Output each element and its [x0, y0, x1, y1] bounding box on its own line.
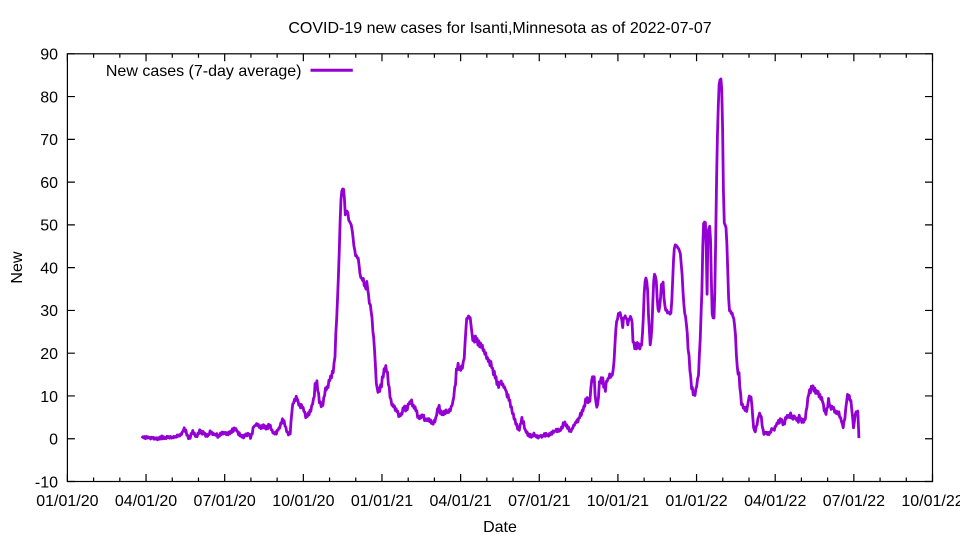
svg-text:04/01/22: 04/01/22 [744, 493, 806, 510]
svg-text:80: 80 [40, 89, 58, 106]
svg-text:90: 90 [40, 47, 58, 64]
svg-text:60: 60 [40, 175, 58, 192]
svg-text:01/01/21: 01/01/21 [351, 493, 413, 510]
svg-text:07/01/20: 07/01/20 [194, 493, 256, 510]
svg-text:10/01/20: 10/01/20 [272, 493, 334, 510]
svg-text:20: 20 [40, 346, 58, 363]
svg-text:70: 70 [40, 132, 58, 149]
svg-text:10: 10 [40, 389, 58, 406]
svg-text:01/01/22: 01/01/22 [665, 493, 727, 510]
svg-text:04/01/21: 04/01/21 [429, 493, 491, 510]
svg-text:50: 50 [40, 218, 58, 235]
svg-text:01/01/20: 01/01/20 [36, 493, 98, 510]
svg-text:-10: -10 [35, 474, 58, 491]
svg-text:40: 40 [40, 260, 58, 277]
svg-text:30: 30 [40, 303, 58, 320]
svg-text:COVID-19 new cases for Isanti,: COVID-19 new cases for Isanti,Minnesota … [288, 20, 711, 37]
svg-text:10/01/22: 10/01/22 [901, 493, 960, 510]
svg-text:New cases (7-day average): New cases (7-day average) [106, 63, 302, 80]
svg-text:07/01/22: 07/01/22 [823, 493, 885, 510]
svg-text:New: New [9, 251, 26, 283]
svg-text:04/01/20: 04/01/20 [115, 493, 177, 510]
svg-text:10/01/21: 10/01/21 [587, 493, 649, 510]
svg-text:07/01/21: 07/01/21 [508, 493, 570, 510]
svg-text:Date: Date [483, 519, 517, 536]
svg-text:0: 0 [49, 432, 58, 449]
